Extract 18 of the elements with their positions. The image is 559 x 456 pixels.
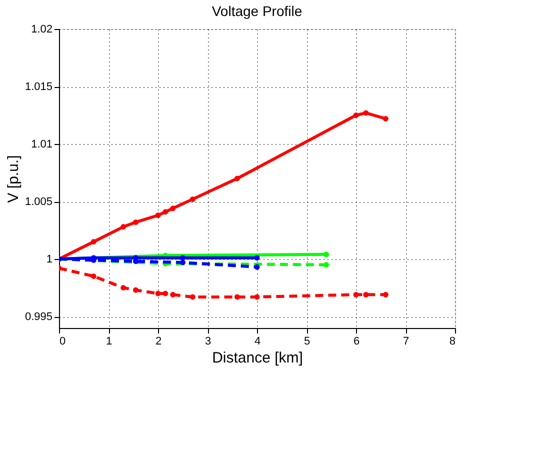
x-axis-title: Distance [km] — [212, 350, 303, 366]
y-tick-label: 1.02 — [31, 24, 52, 36]
x-tick-label: 3 — [204, 336, 212, 348]
x-tick-label: 4 — [254, 336, 261, 348]
x-tick-label: 7 — [402, 336, 410, 348]
x-tick-label: 0 — [60, 336, 66, 348]
x-tick-label: 1 — [106, 336, 112, 348]
y-tick-label: 1.01 — [31, 138, 52, 150]
x-tick-label: 8 — [449, 336, 456, 348]
chart-title: Voltage Profile — [212, 3, 302, 19]
x-tick-label: 5 — [304, 336, 310, 348]
y-tick-label: 0.995 — [24, 311, 52, 323]
y-tick-label: 1 — [46, 254, 52, 266]
y-tick-label: 1.005 — [24, 196, 52, 208]
x-tick-label: 2 — [155, 336, 162, 348]
x-tick-label: 6 — [353, 336, 360, 348]
y-tick-label: 1.015 — [24, 81, 52, 93]
y-axis-title: V [p.u.] — [4, 155, 22, 203]
